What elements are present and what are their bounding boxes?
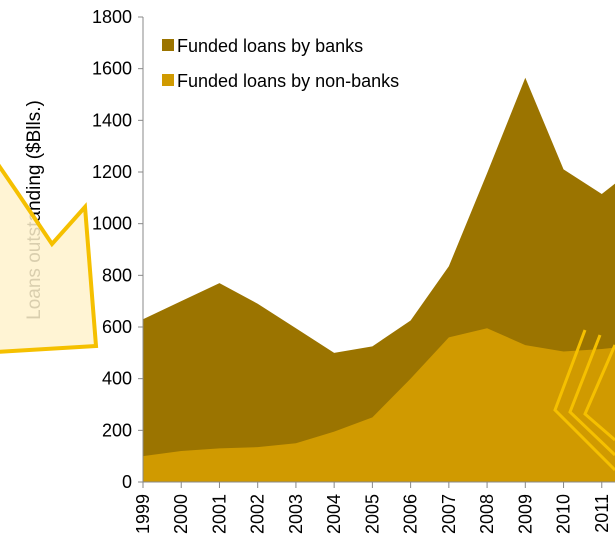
legend-label-nonbanks: Funded loans by non-banks: [177, 71, 399, 91]
x-tick-label: 2002: [248, 494, 268, 534]
legend-swatch-nonbanks: [162, 74, 174, 86]
y-tick-label: 1200: [92, 162, 132, 182]
y-tick-label: 800: [102, 265, 132, 285]
y-tick-label: 0: [122, 472, 132, 492]
y-tick-label: 1600: [92, 59, 132, 79]
y-tick-label: 1400: [92, 110, 132, 130]
x-tick-label: 1999: [133, 494, 153, 534]
x-tick-label: 2001: [209, 494, 229, 534]
area-layer: [143, 77, 615, 482]
y-tick-labels: 0 200 400 600 800 1000 1200 1400 1600 1800: [92, 7, 143, 492]
x-tick-label: 2004: [324, 494, 344, 534]
axes: [142, 17, 615, 483]
y-tick-label: 200: [102, 420, 132, 440]
x-tick-label: 2008: [477, 494, 497, 534]
x-tick-label: 2005: [362, 494, 382, 534]
area-series-nonbanks: [143, 328, 615, 482]
striped-arrow-shape: [553, 329, 615, 472]
y-tick-label: 400: [102, 369, 132, 389]
legend: Funded loans by banks Funded loans by no…: [162, 36, 399, 91]
y-tick-label: 1800: [92, 7, 132, 27]
x-tick-label: 2006: [401, 494, 421, 534]
x-tick-label: 2003: [286, 494, 306, 534]
legend-swatch-banks: [162, 39, 174, 51]
x-tick-label: 2000: [171, 494, 191, 534]
x-tick-labels: 1999 2000 2001 2002 2003 2004 2005 2006 2007 2008…: [133, 482, 612, 534]
callout-ribbon-shape: [0, 163, 99, 354]
x-tick-label: 2011: [592, 494, 612, 533]
y-tick-label: 600: [102, 317, 132, 337]
x-tick-label: 2007: [439, 494, 459, 534]
x-tick-label: 2010: [554, 494, 574, 534]
legend-label-banks: Funded loans by banks: [177, 36, 363, 56]
x-tick-label: 2009: [515, 494, 535, 534]
y-tick-label: 1000: [92, 214, 132, 234]
